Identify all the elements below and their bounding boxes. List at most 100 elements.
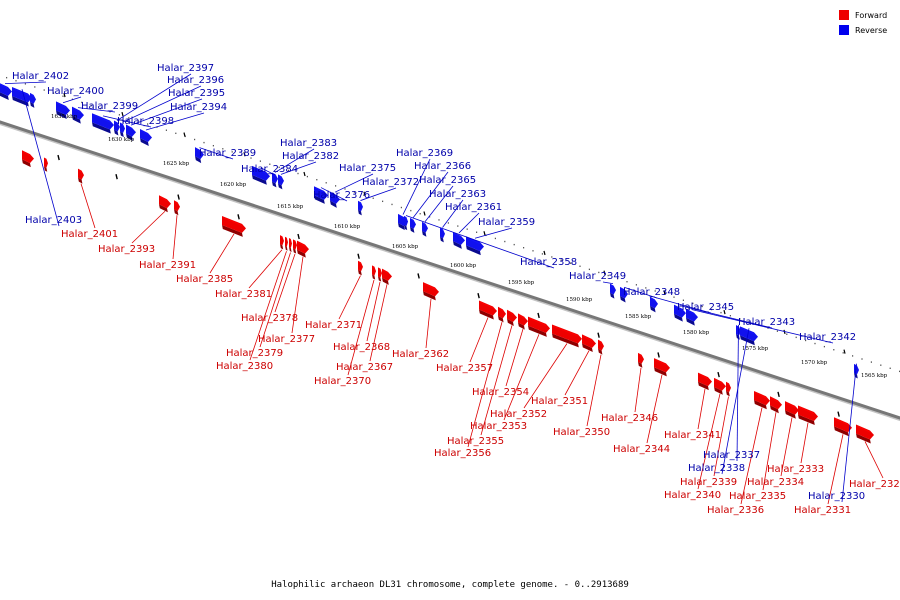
gene-label: Halar_2355 <box>447 436 504 447</box>
gene-label: Halar_2366 <box>414 161 471 172</box>
gene-block <box>785 401 799 419</box>
gene-block <box>314 186 328 204</box>
leader-halar-2345 <box>653 296 712 314</box>
gene-label: Halar_2375 <box>339 163 396 174</box>
gene-block <box>610 283 616 299</box>
leader-halar-2369 <box>402 158 431 215</box>
leader-halar-2391 <box>172 215 178 260</box>
gene-block <box>358 260 363 276</box>
gene-label: Halar_2346 <box>601 413 658 424</box>
leader-halar-2329 <box>864 441 884 479</box>
leader-halar-2350 <box>586 354 602 427</box>
gene-block <box>120 122 125 138</box>
leader-halar-2372 <box>360 187 397 201</box>
gene-label: Halar_2376 <box>313 190 370 201</box>
leader-halar-2330 <box>841 363 857 503</box>
scale-label: 1620 kbp <box>220 182 247 188</box>
gene-label: Halar_2377 <box>258 334 315 345</box>
gene-label: Halar_2365 <box>419 175 476 186</box>
leader-halar-2400 <box>62 96 82 104</box>
leader-halar-2356 <box>467 321 503 448</box>
gene-label: Halar_2401 <box>61 229 118 240</box>
gene-blocks <box>0 83 874 444</box>
leader-halar-2333 <box>800 422 809 464</box>
gene-label: Halar_2381 <box>215 289 272 300</box>
gene-labels: Halar_2403 Halar_2402 Halar_2401 Halar_2400… <box>12 63 900 516</box>
gene-block <box>159 195 171 213</box>
gene-label: Halar_2342 <box>799 332 856 343</box>
leader-halar-2402 <box>4 81 47 85</box>
gene-label: Halar_2351 <box>531 396 588 407</box>
gene-label: Halar_2331 <box>794 505 851 516</box>
gene-label: Halar_2379 <box>226 348 283 359</box>
gene-label: Halar_2395 <box>168 88 225 99</box>
gene-label: Halar_2350 <box>553 427 610 438</box>
scale-label: 1575 kbp <box>742 346 769 352</box>
gene-label: Halar_2371 <box>305 320 362 331</box>
gene-block <box>222 216 246 237</box>
gene-label: Halar_2385 <box>176 274 233 285</box>
gene-label: Halar_2402 <box>12 71 69 82</box>
gene-block <box>638 352 644 368</box>
gene-label: Halar_2343 <box>738 317 795 328</box>
gene-block <box>440 227 445 243</box>
gene-block <box>92 113 114 134</box>
scale-label: 1585 kbp <box>625 314 652 320</box>
scale-labels: 1635 kbp 1630 kbp 1625 kbp 1620 kbp 1615 kbp… <box>51 114 888 379</box>
leader-halar-2384 <box>260 167 276 176</box>
gene-block <box>404 215 408 231</box>
label-leader-lines <box>4 73 884 505</box>
leader-halar-2353 <box>503 334 540 421</box>
leader-halar-2336 <box>740 407 763 505</box>
scale-label: 1570 kbp <box>801 360 828 366</box>
gene-block <box>770 396 782 414</box>
gene-block <box>44 157 48 172</box>
gene-block <box>674 304 686 322</box>
leader-halar-2359 <box>474 227 513 239</box>
leader-halar-2367 <box>369 284 388 362</box>
chromosome-backbone <box>0 120 900 422</box>
gene-block <box>686 308 698 326</box>
leader-halar-2343 <box>679 305 773 329</box>
gene-label: Halar_2389 <box>199 148 256 159</box>
legend: Forward Reverse <box>839 10 887 35</box>
gene-block <box>0 83 12 100</box>
gene-block <box>382 268 392 285</box>
gene-label: Halar_2398 <box>117 116 174 127</box>
gene-block <box>378 267 382 282</box>
leader-halar-2378 <box>274 253 296 313</box>
gene-label: Halar_2369 <box>396 148 453 159</box>
leader-halar-2351 <box>564 350 590 396</box>
leader-halar-2354 <box>505 328 524 387</box>
gene-block <box>12 86 32 107</box>
leader-halar-2362 <box>425 298 432 349</box>
leader-halar-2348 <box>623 286 658 299</box>
leader-halar-2358 <box>405 215 555 269</box>
gene-block <box>297 240 309 258</box>
gene-label: Halar_2363 <box>429 189 486 200</box>
scale-label: 1595 kbp <box>508 280 535 286</box>
leader-halar-2337 <box>736 324 739 462</box>
gene-block <box>195 147 204 164</box>
gene-block <box>126 124 136 141</box>
gene-block <box>856 424 874 444</box>
scale-ticks <box>6 76 900 417</box>
scale-label: 1625 kbp <box>163 161 190 167</box>
gene-label: Halar_2361 <box>445 202 502 213</box>
leader-halar-2398 <box>102 115 152 128</box>
gene-label: Halar_2349 <box>569 271 626 282</box>
leader-halar-2396 <box>122 85 202 123</box>
scale-label: 1565 kbp <box>861 373 888 379</box>
gene-label: Halar_2341 <box>664 430 721 441</box>
gene-block <box>114 120 120 136</box>
legend-swatch-reverse <box>839 25 849 35</box>
leader-halar-2375 <box>334 173 374 193</box>
gene-label: Halar_2336 <box>707 505 764 516</box>
leader-halar-2379 <box>259 252 291 348</box>
leader-halar-2368 <box>366 281 381 342</box>
leader-halar-2352 <box>523 343 568 409</box>
leader-halar-2382 <box>280 161 317 175</box>
scale-label: 1580 kbp <box>683 330 710 336</box>
scale-label: 1605 kbp <box>392 244 419 250</box>
